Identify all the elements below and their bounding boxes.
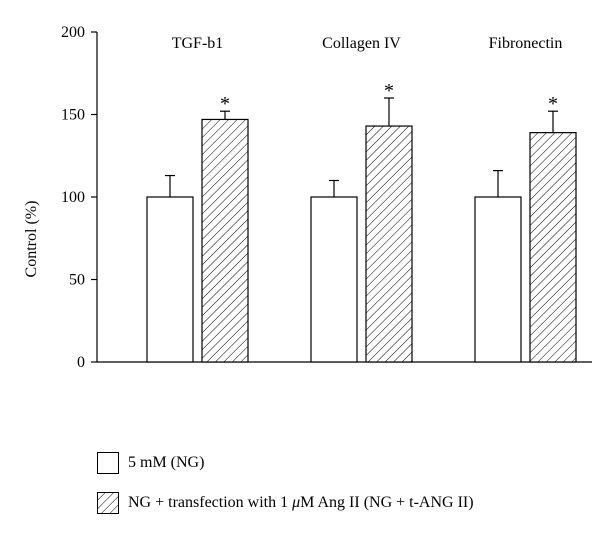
legend-item-ng: 5 mM (NG) (97, 450, 474, 476)
y-tick-label: 0 (77, 354, 85, 371)
y-tick-label: 200 (61, 24, 85, 41)
legend-label-ng: 5 mM (NG) (128, 454, 205, 471)
y-tick-label: 150 (61, 107, 85, 124)
bar-chart: 0 50 100 150 200 * * * TGF-b1 Collagen IV Fibron… (23, 24, 592, 371)
category-label: Fibronectin (489, 35, 563, 52)
legend: 5 mM (NG) NG + transfection with 1 μM An… (97, 450, 474, 530)
bar-ng-t-ang-ii-3 (529, 132, 577, 363)
legend-label-ng-t-ang-ii: NG + transfection with 1 μM Ang II (NG +… (128, 494, 474, 512)
y-axis-label: Control (%) (23, 201, 40, 278)
bar-ng-t-ang-ii-1 (201, 118, 249, 363)
legend-item-ng-t-ang-ii: NG + transfection with 1 μM Ang II (NG +… (97, 490, 474, 516)
legend-text-pre: NG + transfection with 1 (128, 494, 293, 511)
significance-asterisk: * (220, 93, 230, 115)
legend-mu-symbol: μ (292, 494, 301, 511)
category-label: TGF-b1 (172, 35, 224, 52)
legend-swatch-hatched (97, 492, 119, 514)
legend-text-post: M Ang II (NG + t-ANG II) (300, 494, 474, 511)
y-axis: 0 50 100 150 200 (61, 24, 98, 371)
y-tick-label: 100 (61, 189, 85, 206)
category-labels: TGF-b1 Collagen IV Fibronectin (172, 35, 563, 52)
legend-swatch-plain (97, 452, 119, 474)
bar-ng-3 (474, 196, 522, 363)
bars-group: * * * (146, 80, 577, 363)
significance-asterisk: * (548, 93, 558, 115)
category-label: Collagen IV (322, 35, 401, 52)
y-tick-label: 50 (69, 272, 85, 289)
significance-asterisk: * (384, 80, 394, 102)
bar-ng-t-ang-ii-2 (365, 125, 413, 363)
bar-ng-1 (146, 196, 194, 363)
bar-ng-2 (310, 196, 358, 363)
